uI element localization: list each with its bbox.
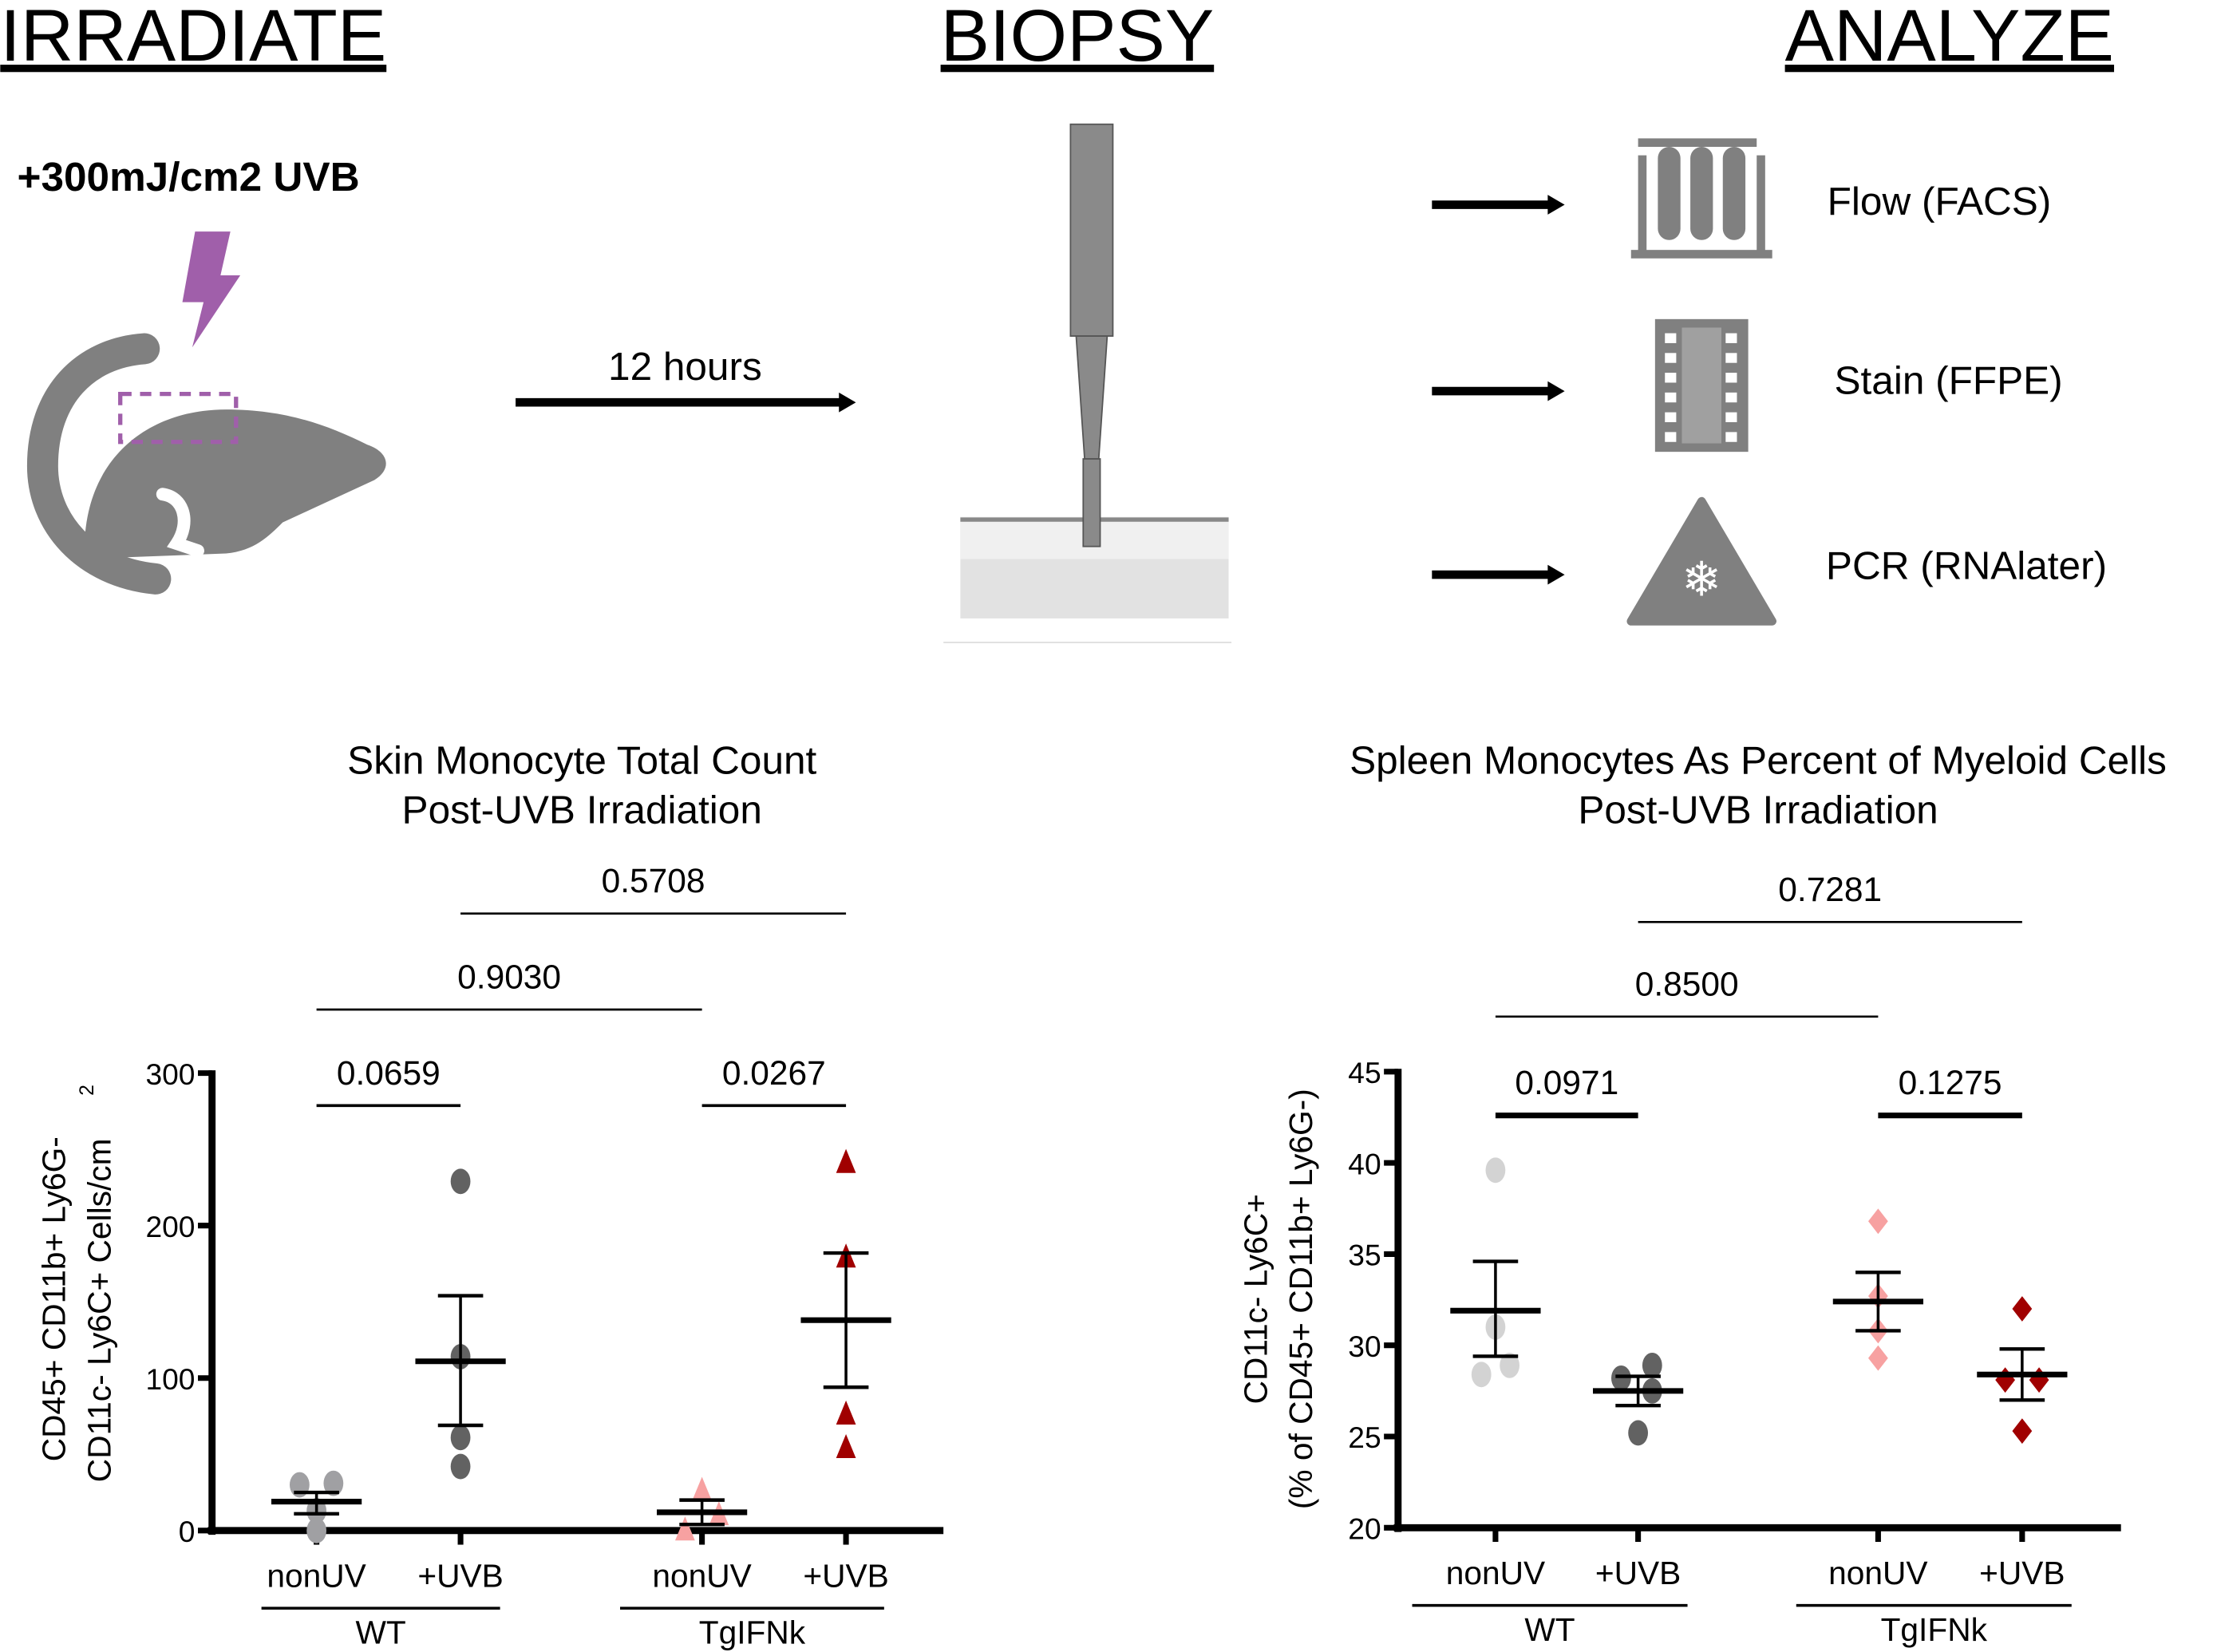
p-value-label: 0.7281 bbox=[1778, 871, 1882, 908]
y-tick-label: 100 bbox=[145, 1362, 195, 1396]
data-point bbox=[836, 1148, 856, 1173]
y-tick-label: 40 bbox=[1348, 1147, 1381, 1180]
film-hole bbox=[1665, 333, 1677, 343]
film-hole bbox=[1665, 353, 1677, 363]
chart1-ylabel-line2: CD11c- Ly6C+ Cells/cm bbox=[81, 1138, 117, 1482]
svg-text:❄: ❄ bbox=[1681, 553, 1721, 607]
film-hole bbox=[1665, 392, 1677, 403]
x-category-label: +UVB bbox=[1595, 1555, 1681, 1591]
x-category-label: +UVB bbox=[417, 1558, 503, 1595]
data-point bbox=[1471, 1362, 1492, 1388]
data-point bbox=[306, 1517, 326, 1543]
chart1-ylabel-line1: CD45+ CD11b+ Ly6G- bbox=[36, 1136, 73, 1461]
chart2-title-line1: Spleen Monocytes As Percent of Myeloid C… bbox=[1350, 739, 2167, 783]
y-tick-label: 45 bbox=[1348, 1056, 1381, 1089]
p-value-label: 0.0659 bbox=[337, 1054, 441, 1092]
chart2-title-line2: Post-UVB Irradiation bbox=[1578, 788, 1938, 832]
step-analyze-heading: ANALYZE bbox=[1785, 0, 2114, 77]
p-value-label: 0.0267 bbox=[722, 1054, 826, 1092]
data-point bbox=[836, 1400, 856, 1425]
y-tick-label: 25 bbox=[1348, 1421, 1381, 1454]
y-tick-label: 200 bbox=[145, 1210, 195, 1243]
data-point bbox=[450, 1425, 471, 1451]
group-label: TgIFNk bbox=[699, 1614, 806, 1650]
uvb-dose-label: +300mJ/cm2 UVB bbox=[18, 154, 360, 200]
film-hole bbox=[1725, 353, 1737, 363]
y-tick-label: 20 bbox=[1348, 1512, 1381, 1545]
analysis-arrows bbox=[1432, 195, 1565, 585]
chart1-plot: 0 100 200 300 nonUV +UVB nonUV +UVB 0.0659 0.0267… bbox=[145, 862, 944, 1650]
biopsy-punch-icon bbox=[943, 123, 1232, 643]
y-tick-label: 30 bbox=[1348, 1330, 1381, 1363]
chart2-ylabel-line2: (% of CD45+ CD11b+ Ly6G-) bbox=[1282, 1089, 1319, 1509]
step-biopsy-heading: BIOPSY bbox=[941, 0, 1215, 77]
film-hole bbox=[1725, 373, 1737, 383]
data-point bbox=[1485, 1157, 1506, 1184]
group-label: WT bbox=[1524, 1611, 1575, 1648]
chart1-title-line2: Post-UVB Irradiation bbox=[402, 788, 762, 832]
film-hole bbox=[1725, 392, 1737, 403]
chart2-plot: 20 25 30 35 40 45 nonUV +UVB nonUV +UVB 0.0971 0.12… bbox=[1348, 871, 2121, 1648]
analysis-stain-label: Stain (FFPE) bbox=[1835, 359, 2063, 403]
x-category-label: nonUV bbox=[267, 1558, 366, 1595]
data-point bbox=[1500, 1352, 1519, 1378]
x-category-label: nonUV bbox=[1828, 1555, 1927, 1591]
p-value-label: 0.8500 bbox=[1635, 965, 1739, 1002]
data-point bbox=[2012, 1296, 2033, 1322]
data-point bbox=[1642, 1352, 1662, 1378]
data-point bbox=[450, 1168, 471, 1195]
film-hole bbox=[1665, 373, 1677, 383]
interval-label: 12 hours bbox=[608, 345, 762, 389]
x-category-label: +UVB bbox=[803, 1558, 888, 1595]
data-point bbox=[450, 1453, 471, 1480]
y-tick-label: 0 bbox=[179, 1515, 196, 1548]
data-point bbox=[323, 1470, 344, 1496]
mouse-icon bbox=[26, 333, 386, 595]
data-point bbox=[1995, 1367, 2015, 1393]
data-point bbox=[2012, 1418, 2033, 1445]
data-point bbox=[1611, 1365, 1631, 1391]
mouse-leg-outline bbox=[156, 488, 204, 557]
p-value-label: 0.1275 bbox=[1899, 1064, 2002, 1101]
p-value-label: 0.0971 bbox=[1515, 1064, 1618, 1101]
arrow-head bbox=[839, 392, 856, 413]
group-label: TgIFNk bbox=[1881, 1611, 1988, 1648]
data-point bbox=[1628, 1420, 1648, 1446]
data-point bbox=[692, 1476, 712, 1501]
p-value-label: 0.5708 bbox=[602, 862, 705, 899]
test-tubes-icon bbox=[1630, 138, 1772, 259]
y-tick-label: 300 bbox=[145, 1057, 195, 1091]
y-tick-label: 35 bbox=[1348, 1239, 1381, 1272]
chart2-ylabel-line1: CD11c- Ly6C+ bbox=[1237, 1194, 1274, 1404]
triangle-snowflake-icon: ❄ bbox=[1626, 496, 1776, 626]
analysis-pcr-label: PCR (RNAlater) bbox=[1826, 543, 2107, 587]
x-category-label: nonUV bbox=[1446, 1555, 1545, 1591]
film-hole bbox=[1725, 412, 1737, 422]
chart1-ylabel-superscript: 2 bbox=[77, 1085, 98, 1096]
irradiation-area bbox=[118, 391, 239, 445]
data-point bbox=[675, 1516, 695, 1541]
p-value-label: 0.9030 bbox=[457, 958, 561, 995]
data-point bbox=[2029, 1367, 2049, 1393]
chart1-title-line1: Skin Monocyte Total Count bbox=[347, 739, 816, 783]
analysis-flow-label: Flow (FACS) bbox=[1828, 180, 2052, 223]
step-irradiate-heading: IRRADIATE bbox=[0, 0, 386, 77]
film-hole bbox=[1725, 333, 1737, 343]
film-hole bbox=[1725, 432, 1737, 442]
data-point bbox=[1868, 1345, 1888, 1371]
group-label: WT bbox=[355, 1614, 405, 1650]
film-hole bbox=[1665, 412, 1677, 422]
x-category-label: nonUV bbox=[652, 1558, 751, 1595]
data-point bbox=[836, 1433, 856, 1459]
x-category-label: +UVB bbox=[1979, 1555, 2065, 1591]
lightning-icon bbox=[182, 231, 241, 348]
data-point bbox=[1868, 1208, 1888, 1235]
film-hole bbox=[1665, 432, 1677, 442]
film-holes bbox=[1665, 333, 1737, 442]
